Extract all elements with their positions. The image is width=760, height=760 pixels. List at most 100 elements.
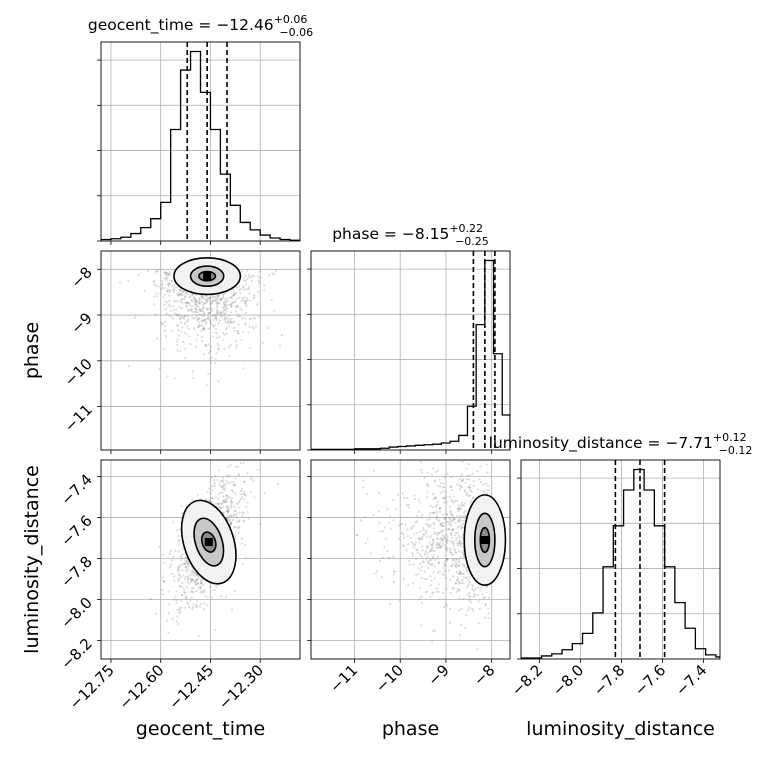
- scatter-point: [173, 299, 176, 303]
- scatter-point: [231, 501, 234, 504]
- scatter-point: [222, 292, 225, 295]
- scatter-point: [242, 367, 245, 370]
- scatter-point: [217, 344, 220, 347]
- scatter-point: [429, 558, 432, 561]
- scatter-point: [184, 562, 187, 565]
- scatter-point: [235, 310, 238, 313]
- scatter-point: [180, 599, 183, 603]
- scatter-point: [233, 291, 236, 294]
- scatter-point: [446, 558, 450, 561]
- scatter-point: [225, 332, 228, 335]
- scatter-point: [414, 541, 417, 544]
- scatter-point: [466, 608, 469, 612]
- scatter-point: [240, 270, 244, 273]
- scatter-point: [195, 303, 198, 306]
- scatter-point: [226, 514, 229, 517]
- scatter-point: [179, 288, 183, 291]
- scatter-point: [222, 331, 225, 335]
- scatter-point: [179, 585, 182, 588]
- scatter-point: [467, 583, 470, 586]
- scatter-point: [185, 596, 188, 599]
- scatter-point: [223, 489, 226, 492]
- scatter-point: [243, 288, 246, 292]
- scatter-point: [196, 605, 199, 608]
- scatter-point: [181, 569, 184, 572]
- scatter-point: [174, 300, 177, 303]
- axes-frame: [100, 250, 301, 451]
- scatter-point: [184, 594, 187, 597]
- scatter-point: [455, 564, 458, 567]
- scatter-point: [184, 315, 187, 318]
- scatter-point: [196, 299, 199, 303]
- scatter-point: [423, 570, 426, 573]
- scatter-point: [179, 321, 182, 324]
- scatter-point: [450, 485, 453, 489]
- scatter-point: [380, 575, 383, 579]
- scatter-point: [425, 483, 428, 486]
- scatter-point: [422, 561, 425, 564]
- scatter-point: [199, 578, 202, 581]
- scatter-point: [229, 481, 232, 484]
- scatter-point: [238, 500, 241, 503]
- scatter-point: [226, 518, 229, 521]
- scatter-point: [199, 602, 203, 606]
- scatter-point: [456, 532, 459, 535]
- scatter-point: [463, 565, 466, 568]
- scatter-point: [458, 582, 461, 585]
- scatter-point: [209, 320, 212, 323]
- scatter-point: [160, 321, 163, 324]
- scatter-point: [259, 276, 262, 279]
- scatter-point: [222, 310, 225, 313]
- scatter-point: [210, 322, 213, 325]
- scatter-point: [154, 270, 158, 273]
- scatter-point: [468, 581, 471, 584]
- scatter-point: [453, 564, 457, 568]
- scatter-point: [186, 320, 189, 323]
- scatter-point: [460, 484, 463, 488]
- scatter-point: [164, 307, 167, 311]
- scatter-point: [232, 288, 235, 291]
- scatter-point: [233, 526, 236, 529]
- scatter-point: [440, 522, 443, 526]
- scatter-point: [471, 473, 474, 476]
- scatter-point: [212, 318, 215, 321]
- scatter-point: [461, 504, 464, 507]
- scatter-point: [178, 569, 181, 573]
- scatter-point: [419, 530, 422, 533]
- scatter-point: [437, 520, 440, 523]
- scatter-point: [262, 288, 266, 292]
- scatter-point: [389, 603, 392, 606]
- scatter-point: [225, 327, 228, 330]
- scatter-point: [229, 522, 233, 526]
- scatter-point: [215, 318, 218, 322]
- scatter-point: [187, 327, 191, 330]
- x-tick-label: −11: [326, 661, 361, 696]
- scatter-point: [429, 536, 432, 539]
- scatter-point: [170, 572, 174, 576]
- scatter-point: [355, 534, 358, 537]
- scatter-point: [412, 524, 415, 528]
- scatter-point: [179, 350, 182, 353]
- scatter-point: [461, 572, 464, 576]
- scatter-point: [487, 616, 490, 620]
- scatter-point: [204, 343, 207, 346]
- scatter-point: [200, 330, 203, 333]
- scatter-point: [215, 301, 218, 304]
- scatter-point: [216, 502, 220, 505]
- scatter-point: [400, 531, 403, 535]
- scatter-point: [235, 298, 238, 301]
- scatter-point: [382, 530, 385, 533]
- scatter-point: [201, 324, 204, 327]
- scatter-point: [233, 525, 237, 528]
- scatter-point: [427, 552, 430, 555]
- scatter-point: [179, 610, 182, 613]
- scatter-point: [177, 573, 180, 576]
- scatter-point: [430, 579, 433, 582]
- scatter-point: [184, 565, 187, 569]
- scatter-point: [436, 571, 440, 574]
- scatter-point: [214, 496, 217, 499]
- scatter-point: [452, 500, 455, 504]
- scatter-point: [452, 517, 456, 520]
- scatter-point: [258, 282, 261, 285]
- scatter-point: [460, 501, 464, 504]
